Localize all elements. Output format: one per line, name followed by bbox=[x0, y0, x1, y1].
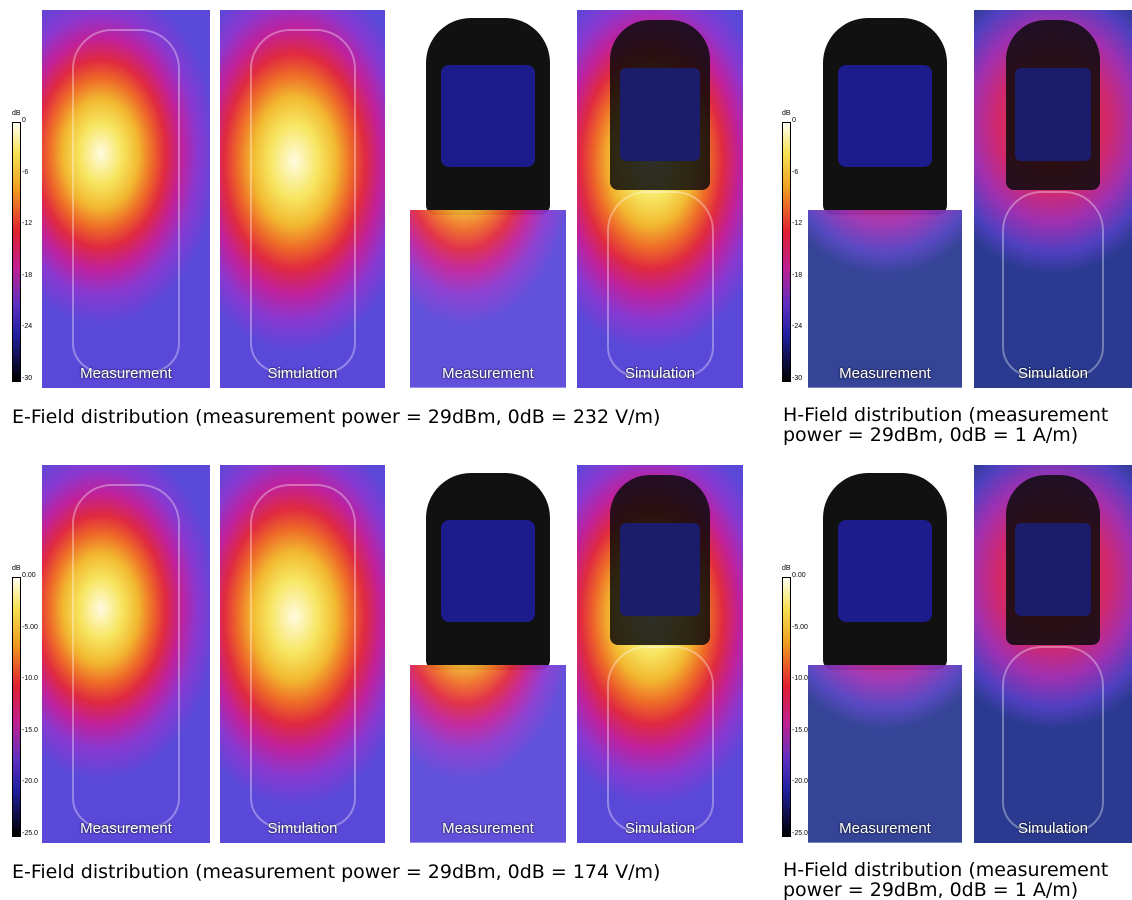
colorbar-tick: -24 bbox=[22, 323, 32, 330]
panel-label: Simulation bbox=[577, 820, 743, 837]
colorbar-unit: dB bbox=[12, 565, 21, 572]
phone-screen bbox=[838, 65, 932, 167]
field-panel: Simulation bbox=[577, 465, 743, 843]
panel-label: Measurement bbox=[808, 820, 962, 837]
heatmap bbox=[808, 210, 962, 388]
panel-label: Measurement bbox=[410, 365, 566, 382]
colorbar-tick: -6 bbox=[22, 169, 28, 176]
colorbar-tick: -12 bbox=[22, 220, 32, 227]
colorbar bbox=[782, 122, 791, 382]
colorbar-tick: -20.0 bbox=[792, 778, 808, 785]
colorbar-tick: -20.0 bbox=[22, 778, 38, 785]
field-panel: Simulation bbox=[220, 10, 385, 388]
colorbar-tick: 0 bbox=[22, 117, 26, 124]
colorbar-tick: -18 bbox=[792, 272, 802, 279]
panel-label: Simulation bbox=[220, 820, 385, 837]
colorbar-tick: -15.0 bbox=[792, 727, 808, 734]
panel-label: Simulation bbox=[220, 365, 385, 382]
phone-body bbox=[426, 473, 551, 670]
phone-screen bbox=[620, 68, 700, 162]
panel-label: Simulation bbox=[577, 365, 743, 382]
colorbar-tick: 0.00 bbox=[792, 572, 806, 579]
colorbar-unit: dB bbox=[12, 110, 21, 117]
colorbar-tick: -12 bbox=[792, 220, 802, 227]
heatmap bbox=[808, 665, 962, 843]
colorbar-tick: -30 bbox=[22, 375, 32, 382]
phone-body bbox=[610, 20, 710, 190]
colorbar-tick: -24 bbox=[792, 323, 802, 330]
colorbar-tick: -30 bbox=[792, 375, 802, 382]
phone-outline bbox=[1002, 646, 1104, 831]
field-panel: Measurement bbox=[808, 465, 962, 843]
phone-outline bbox=[72, 29, 180, 373]
phone-outline bbox=[250, 29, 356, 373]
phone-screen bbox=[441, 65, 536, 167]
phone-body bbox=[823, 473, 946, 670]
colorbar-tick: -10.0 bbox=[792, 675, 808, 682]
phone-screen bbox=[838, 520, 932, 622]
phone-outline bbox=[72, 484, 180, 828]
field-panel: Measurement bbox=[410, 465, 566, 843]
field-panel: Simulation bbox=[974, 465, 1132, 843]
heatmap bbox=[410, 665, 566, 843]
phone-screen bbox=[1015, 523, 1091, 617]
colorbar bbox=[12, 577, 21, 837]
phone-body bbox=[1006, 475, 1101, 645]
phone-screen bbox=[441, 520, 536, 622]
phone-outline bbox=[250, 484, 356, 828]
colorbar-tick: -18 bbox=[22, 272, 32, 279]
field-panel: Measurement bbox=[410, 10, 566, 388]
h-caption: H-Field distribution (measurement power … bbox=[783, 860, 1128, 900]
field-panel: Measurement bbox=[808, 10, 962, 388]
figure: Measurement Simulation Measurement Simulati… bbox=[0, 0, 1132, 900]
phone-screen bbox=[1015, 68, 1091, 162]
colorbar bbox=[782, 577, 791, 837]
colorbar-tick: 0 bbox=[792, 117, 796, 124]
field-panel: Simulation bbox=[577, 10, 743, 388]
colorbar-tick: -5.00 bbox=[22, 624, 38, 631]
colorbar-tick: -6 bbox=[792, 169, 798, 176]
e-caption: E-Field distribution (measurement power … bbox=[12, 407, 660, 427]
panel-label: Simulation bbox=[974, 365, 1132, 382]
panel-label: Measurement bbox=[808, 365, 962, 382]
colorbar-tick: 0.00 bbox=[22, 572, 36, 579]
field-panel: Measurement bbox=[42, 10, 210, 388]
phone-body bbox=[1006, 20, 1101, 190]
phone-outline bbox=[607, 646, 714, 831]
phone-screen bbox=[620, 523, 700, 617]
field-panel: Simulation bbox=[220, 465, 385, 843]
h-caption: H-Field distribution (measurement power … bbox=[783, 405, 1128, 445]
colorbar-tick: -25.0 bbox=[22, 830, 38, 837]
field-panel: Simulation bbox=[974, 10, 1132, 388]
panel-label: Simulation bbox=[974, 820, 1132, 837]
phone-outline bbox=[607, 191, 714, 376]
phone-outline bbox=[1002, 191, 1104, 376]
heatmap bbox=[410, 210, 566, 388]
panel-label: Measurement bbox=[410, 820, 566, 837]
colorbar-tick: -15.0 bbox=[22, 727, 38, 734]
e-caption: E-Field distribution (measurement power … bbox=[12, 862, 660, 882]
field-panel: Measurement bbox=[42, 465, 210, 843]
colorbar-unit: dB bbox=[782, 110, 791, 117]
phone-body bbox=[610, 475, 710, 645]
phone-body bbox=[823, 18, 946, 215]
panel-label: Measurement bbox=[42, 820, 210, 837]
colorbar-tick: -5.00 bbox=[792, 624, 808, 631]
colorbar-unit: dB bbox=[782, 565, 791, 572]
colorbar-tick: -10.0 bbox=[22, 675, 38, 682]
colorbar-tick: -25.0 bbox=[792, 830, 808, 837]
colorbar bbox=[12, 122, 21, 382]
phone-body bbox=[426, 18, 551, 215]
panel-label: Measurement bbox=[42, 365, 210, 382]
